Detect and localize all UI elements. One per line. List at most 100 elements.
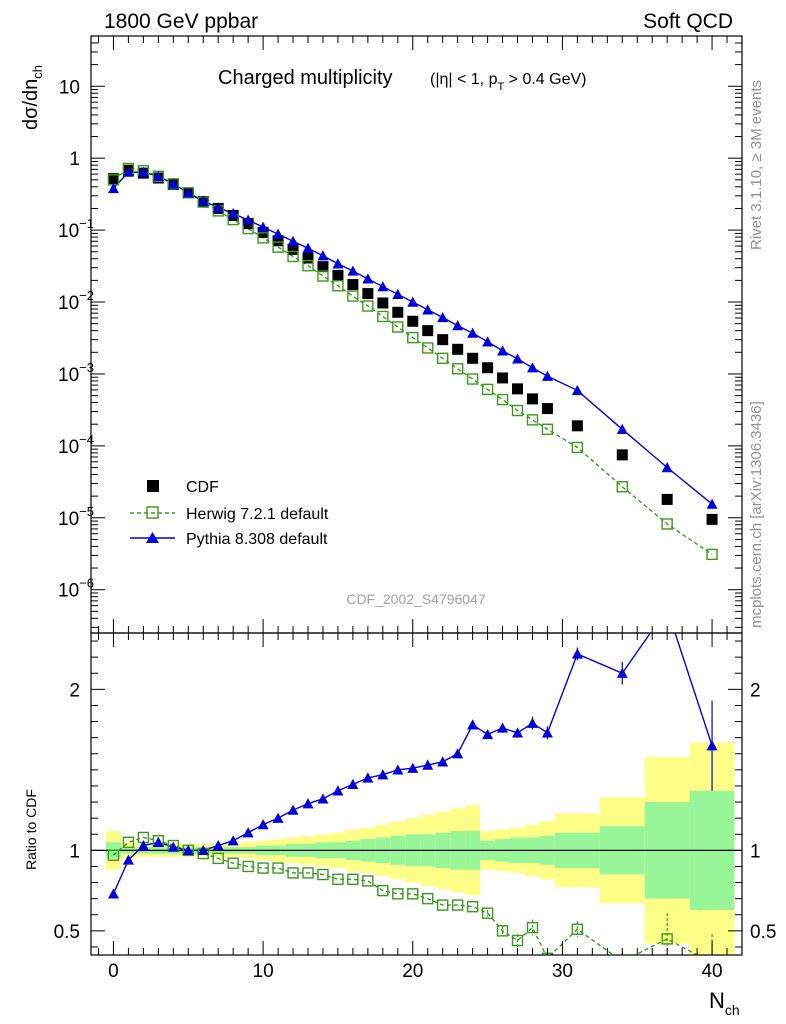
- pythia-ratio-point: [152, 836, 164, 847]
- ratio-series-layer: [107, 633, 718, 955]
- pythia-ratio-point: [541, 727, 553, 738]
- cdf-point: [452, 343, 464, 355]
- plot-title-sub-subscript: T: [497, 81, 504, 93]
- herwig-main-point: [317, 270, 329, 282]
- herwig-ratio-point: [287, 867, 299, 879]
- pythia-main-point: [332, 258, 344, 269]
- pythia-ratio-point: [571, 648, 583, 659]
- cdf-point: [616, 449, 628, 461]
- cdf-point: [541, 403, 553, 415]
- pythia-ratio-point: [362, 772, 374, 783]
- herwig-ratio-point: [407, 888, 419, 900]
- rivet-label: Rivet 3.1.10, ≥ 3M events: [748, 80, 765, 250]
- y-axis-label-main-subscript: ch: [30, 65, 45, 79]
- herwig-main-point: [571, 441, 584, 454]
- x-axis-label-subscript: ch: [725, 1002, 740, 1018]
- pythia-ratio-point: [407, 762, 419, 773]
- pythia-ratio-point: [272, 812, 284, 823]
- herwig-main-point: [287, 250, 299, 263]
- pythia-ratio-point: [122, 854, 134, 865]
- pythia-main-point: [122, 166, 134, 177]
- x-tick-label: 10: [253, 961, 274, 982]
- header-right: Soft QCD: [643, 10, 733, 33]
- herwig-main-point: [436, 352, 449, 365]
- herwig-main-point: [302, 259, 314, 272]
- cdf-point: [526, 393, 538, 405]
- legend-pythia-marker: [146, 532, 159, 543]
- herwig-main-point: [347, 290, 359, 302]
- axis-tick-labels: 0 10 20 30 40 10 1 10−1 10−2 10−3 10−4 10−5 10−6 0.5 0…: [54, 77, 777, 982]
- herwig-ratio-point: [451, 899, 464, 911]
- pythia-ratio-point: [467, 719, 479, 730]
- cdf-point: [512, 383, 524, 395]
- cdf-point: [377, 297, 389, 309]
- herwig-ratio-point: [107, 849, 120, 861]
- pythia-main-line: [112, 171, 713, 505]
- pythia-ratio-point: [317, 793, 329, 804]
- herwig-ratio-point: [212, 852, 224, 865]
- pythia-main-point: [287, 235, 299, 246]
- pythia-main-point: [302, 242, 314, 253]
- cdf-point: [347, 279, 359, 291]
- mcplots-label: mcplots.cern.ch [arXiv:1306.3436]: [748, 401, 765, 628]
- herwig-main-point: [496, 393, 509, 406]
- herwig-ratio-point: [227, 857, 239, 869]
- herwig-main-point: [272, 241, 284, 253]
- legend: CDF Herwig 7.2.1 default Pythia 8.308 de…: [130, 479, 329, 548]
- x-tick-label: 0: [108, 961, 119, 982]
- herwig-main-point: [377, 310, 389, 323]
- pythia-ratio-point: [526, 717, 538, 728]
- pythia-ratio-point: [167, 841, 179, 852]
- cdf-point: [287, 243, 299, 255]
- herwig-main-point: [407, 331, 419, 344]
- pythia-ratio-point: [242, 827, 254, 838]
- y-tick-label-main: 10−5: [58, 504, 94, 530]
- pythia-main-point: [182, 187, 194, 198]
- herwig-ratio-point: [332, 873, 344, 886]
- x-tick-label: 20: [402, 961, 423, 982]
- pythia-ratio-point: [706, 740, 718, 751]
- pythia-ratio-point: [107, 888, 119, 899]
- legend-cdf-label: CDF: [186, 479, 219, 496]
- herwig-main-point: [422, 342, 434, 354]
- pythia-main-point: [661, 462, 673, 473]
- pythia-main-point: [362, 273, 374, 284]
- legend-herwig-label: Herwig 7.2.1 default: [186, 506, 329, 523]
- pythia-main-point: [706, 498, 718, 509]
- herwig-main-point: [392, 321, 404, 333]
- y-axis-label-main: dσ/dnch: [20, 65, 45, 130]
- herwig-main-point: [466, 373, 479, 385]
- cdf-point: [302, 252, 314, 264]
- y-tick-label-ratio-right: 1: [750, 841, 761, 862]
- herwig-main-point: [451, 363, 464, 375]
- x-axis-label-text: N: [709, 988, 725, 1013]
- pythia-main-point: [227, 208, 239, 219]
- pythia-main-point: [512, 353, 524, 364]
- herwig-ratio-point: [571, 923, 584, 935]
- plot-title-main: Charged multiplicity: [218, 67, 393, 89]
- x-tick-label: 40: [701, 961, 722, 982]
- pythia-main-point: [422, 304, 434, 315]
- cdf-point: [437, 334, 449, 346]
- y-tick-label-ratio-left: 1: [69, 841, 80, 862]
- herwig-ratio-point: [466, 901, 479, 913]
- herwig-main-point: [511, 404, 524, 417]
- y-tick-label-main: 10−3: [58, 360, 94, 386]
- y-tick-label-main: 1: [69, 149, 80, 170]
- y-tick-label-main: 10−2: [58, 288, 94, 314]
- herwig-main-point: [332, 280, 344, 292]
- ratio-frame: [90, 632, 743, 956]
- herwig-ratio-point: [272, 862, 284, 874]
- plot-title-sub-post: > 0.4 GeV): [504, 71, 586, 88]
- herwig-ratio-point: [302, 867, 314, 879]
- cdf-point: [571, 420, 583, 432]
- herwig-main-point: [661, 518, 673, 530]
- cdf-point: [482, 362, 494, 374]
- pythia-main-point: [407, 296, 419, 307]
- herwig-ratio-point: [661, 933, 673, 945]
- y-tick-label-ratio-left: 2: [69, 680, 80, 701]
- pythia-main-point: [437, 311, 449, 323]
- cdf-point: [362, 288, 374, 300]
- pythia-main-point: [467, 327, 479, 338]
